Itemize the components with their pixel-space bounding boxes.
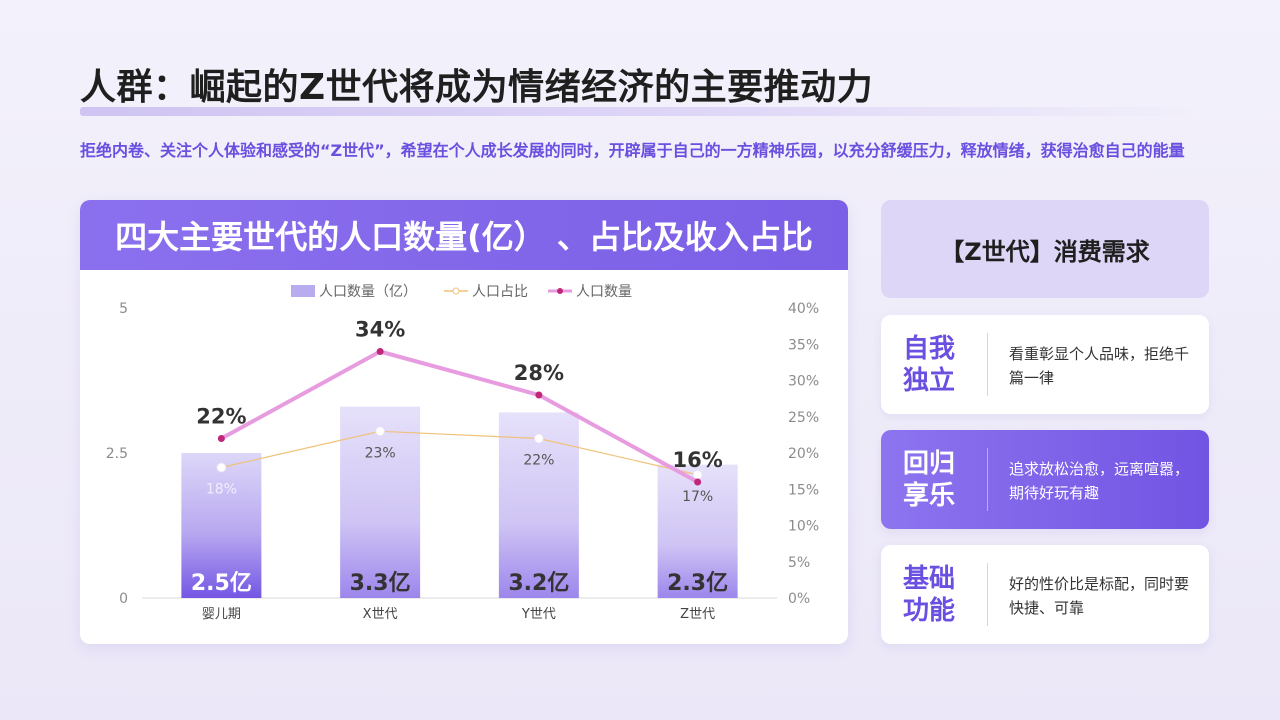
share-data-label: 17% [682,489,713,505]
bar-value-label: 3.3亿 [350,571,411,596]
need-label: 自我独立 [903,334,956,396]
series-line-count [220,349,699,484]
count-point [694,478,702,486]
need-card-basic-function: 基础功能 好的性价比是标配，同时要快捷、可靠 [881,545,1209,644]
y-right-tick-label: 20% [788,446,819,462]
share-point [216,462,227,473]
page-title: 人群：崛起的Z世代将成为情绪经济的主要推动力 [80,67,874,108]
y-right-tick-label: 35% [788,337,819,353]
title-underline [80,107,1200,116]
y-right-tick-label: 25% [788,410,819,426]
bar-value-label: 3.2亿 [508,571,569,596]
needs-title-card: 【Z世代】消费需求 [881,200,1209,298]
x-tick-label: Y世代 [521,607,556,622]
y-left-tick-label: 5 [119,301,128,317]
x-tick-label: 婴儿期 [202,607,241,622]
count-data-label: 22% [196,405,246,429]
y-right-tick-label: 40% [788,301,819,317]
y-right-tick-label: 10% [788,519,819,535]
share-data-label: 23% [365,445,396,461]
need-desc: 好的性价比是标配，同时要快捷、可靠 [1009,575,1190,617]
count-data-label: 28% [514,361,564,385]
bar-value-label: 2.3亿 [667,571,728,596]
count-point [535,391,543,399]
legend-marker-share [452,287,460,295]
legend-swatch-bar [291,285,315,297]
share-point [533,433,544,444]
legend-label: 人口数量 [576,284,632,300]
need-desc: 看重彰显个人品味，拒绝千篇一律 [1009,345,1190,387]
y-right-tick-label: 15% [788,482,819,498]
need-divider [987,448,988,511]
series-line-share [221,430,698,476]
y-right-tick-label: 0% [788,591,810,607]
chart-card: 四大主要世代的人口数量(亿） 、占比及收入占比 0 2.5 5 0% 5% 10% 15% 2… [80,200,848,644]
share-point [375,426,386,437]
need-desc: 追求放松治愈，远离喧嚣，期待好玩有趣 [1009,460,1190,502]
need-label: 回归享乐 [903,449,956,511]
y-right-tick-label: 30% [788,374,819,390]
need-label: 基础功能 [903,564,956,626]
bar [340,406,421,598]
y-left-tick-label: 0 [119,591,128,607]
page-subtitle: 拒绝内卷、关注个人体验和感受的“Z世代”，希望在个人成长发展的同时，开辟属于自己… [80,141,1185,160]
need-divider [987,563,988,626]
x-tick-label: X世代 [363,607,398,622]
bar [657,464,738,598]
bar-value-label: 2.5亿 [191,571,252,596]
population-chart: 0 2.5 5 0% 5% 10% 15% 20% 25% 30% 35% 40% 2.5亿 3.3亿 3.… [106,284,819,622]
need-card-enjoyment: 回归享乐 追求放松治愈，远离喧嚣，期待好玩有趣 [881,430,1209,529]
legend-label: 人口数量（亿） [319,284,417,300]
x-tick-label: Z世代 [680,607,715,622]
bar [181,453,262,598]
y-left-tick-label: 2.5 [106,446,128,462]
y-right-tick-label: 5% [788,555,810,571]
share-data-label: 22% [523,453,554,469]
need-card-independence: 自我独立 看重彰显个人品味，拒绝千篇一律 [881,315,1209,414]
need-divider [987,333,988,396]
count-data-label: 16% [672,448,722,472]
count-point [376,348,384,355]
legend-label: 人口占比 [472,284,528,300]
count-point [217,435,225,442]
count-data-label: 34% [355,318,405,342]
chart-header: 四大主要世代的人口数量(亿） 、占比及收入占比 [80,200,848,270]
legend-marker-count [557,288,563,294]
share-data-label: 18% [206,482,237,498]
